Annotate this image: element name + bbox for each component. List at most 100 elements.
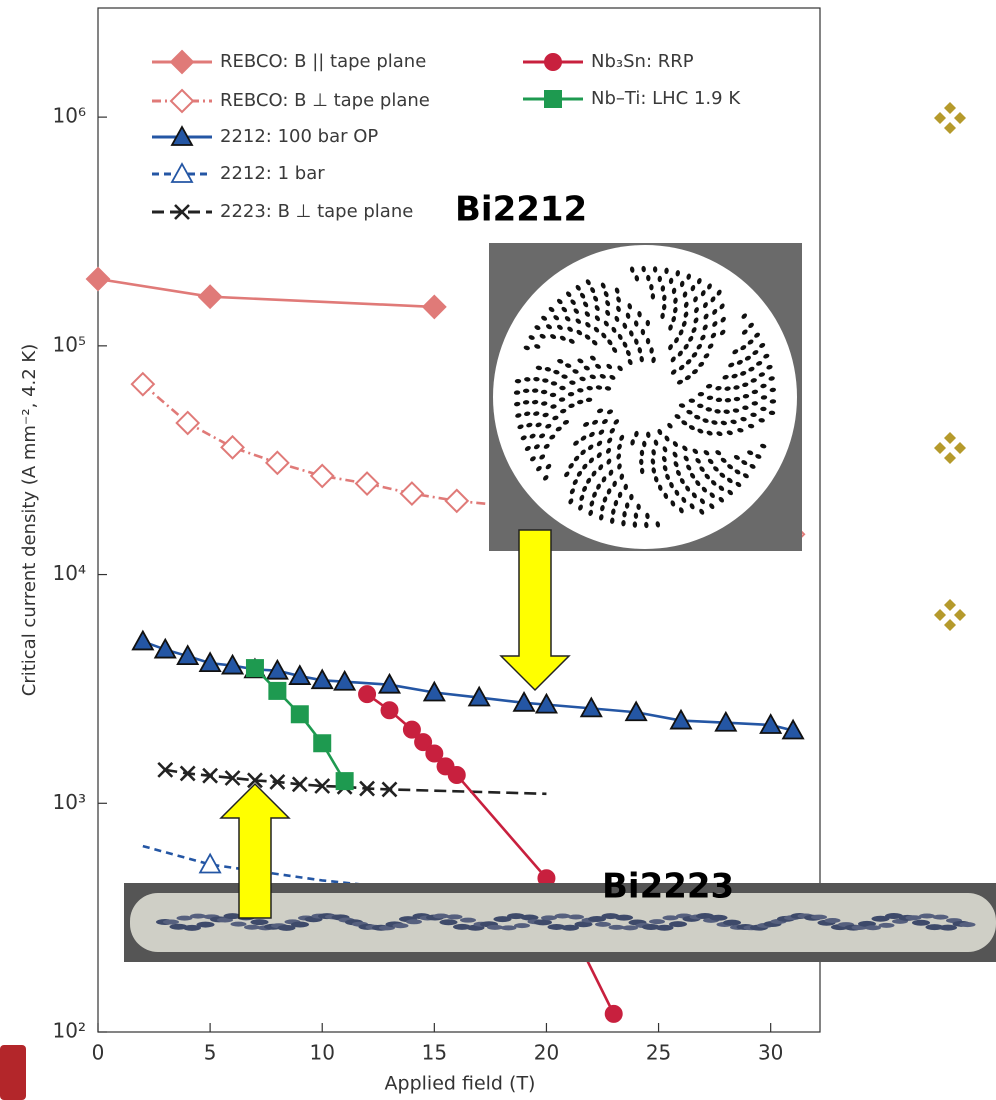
marker (133, 631, 153, 649)
y-tick-label: 10³ (53, 790, 86, 814)
marker (177, 412, 199, 434)
x-tick-label: 10 (309, 1041, 334, 1065)
legend-label: 2212: 100 bar OP (220, 126, 378, 147)
bullet (944, 122, 956, 134)
tape-filament (514, 923, 530, 928)
y-tick-label: 10⁶ (53, 104, 86, 128)
bullet (954, 442, 966, 454)
tape-filament (244, 925, 260, 930)
marker (401, 483, 423, 505)
y-tick-label: 10⁵ (53, 332, 86, 356)
marker (359, 686, 375, 702)
tape-filament (460, 918, 476, 923)
bullet (944, 432, 956, 444)
legend-marker (545, 54, 561, 70)
tape-filament (825, 918, 841, 923)
filament (760, 407, 766, 411)
legend-label: 2223: B ⊥ tape plane (220, 201, 413, 222)
chart: Critical current density (A mm⁻², 4.2 K)… (0, 0, 996, 1100)
legend-marker (171, 90, 193, 112)
marker (606, 1006, 622, 1022)
marker (292, 706, 308, 722)
tape-filament (487, 925, 503, 930)
x-tick-label: 5 (204, 1041, 217, 1065)
tape-filament (960, 922, 976, 927)
marker (199, 286, 221, 308)
marker (266, 452, 288, 474)
bullet (944, 619, 956, 631)
marker (311, 465, 333, 487)
x-tick-label: 15 (422, 1041, 447, 1065)
tape-filament (879, 923, 895, 928)
wire-image (489, 243, 802, 551)
legend-label: Nb₃Sn: RRP (591, 51, 694, 72)
tape-filament (555, 914, 571, 919)
arrow-down (501, 530, 569, 690)
x-tick-label: 30 (758, 1041, 783, 1065)
y-tick-label: 10² (53, 1019, 86, 1043)
tape-filament (501, 925, 517, 930)
tape-filament (912, 920, 930, 926)
legend-marker (171, 51, 193, 73)
x-tick-label: 0 (92, 1041, 105, 1065)
marker (381, 702, 397, 718)
tape-filament (622, 925, 638, 930)
bullet (944, 102, 956, 114)
marker (314, 735, 330, 751)
x-tick-label: 25 (646, 1041, 671, 1065)
marker (337, 773, 353, 789)
tape-filament (615, 915, 633, 921)
annotation: Bi2223 (602, 867, 734, 907)
tape-filament (393, 923, 409, 928)
series-line (367, 694, 614, 1014)
y-axis-label: Critical current density (A mm⁻², 4.2 K) (19, 344, 40, 697)
tape-filament (595, 922, 611, 927)
marker (87, 268, 109, 290)
tape-filament (447, 914, 463, 919)
logo-fragment (0, 1045, 26, 1100)
tape-filament (197, 922, 215, 928)
filament (646, 338, 650, 344)
tape-filament (609, 925, 625, 930)
tape-filament (406, 919, 422, 924)
tape-filament (163, 920, 179, 925)
tape-filament (710, 915, 728, 921)
legend-label: 2212: 1 bar (220, 163, 325, 184)
series-line (165, 770, 546, 794)
legend-label: Nb–Ti: LHC 1.9 K (591, 88, 741, 109)
tape-filament (190, 914, 206, 919)
marker (426, 746, 442, 762)
marker (356, 473, 378, 495)
tape-filament (933, 915, 949, 920)
marker (222, 436, 244, 458)
legend-marker (545, 91, 561, 107)
marker (247, 660, 263, 676)
bullet (944, 599, 956, 611)
series-line (143, 641, 793, 730)
marker (155, 640, 175, 658)
page: Critical current density (A mm⁻², 4.2 K)… (0, 0, 996, 1100)
x-axis-label: Applied field (T) (385, 1073, 536, 1095)
tape-filament (251, 919, 269, 925)
tape-filament (231, 922, 247, 927)
bullet (954, 609, 966, 621)
y-tick-label: 10⁴ (53, 561, 86, 585)
series-line (98, 279, 434, 307)
marker (423, 296, 445, 318)
bullet (944, 452, 956, 464)
tape-filament (440, 919, 458, 925)
tape-filament (433, 914, 449, 919)
marker (446, 490, 468, 512)
tape-filament (723, 920, 741, 926)
bullet (934, 609, 946, 621)
bullet (934, 112, 946, 124)
x-tick-label: 20 (534, 1041, 559, 1065)
legend-label: REBCO: B ⊥ tape plane (220, 90, 430, 111)
tape-filament (865, 925, 881, 930)
marker (269, 683, 285, 699)
marker (132, 373, 154, 395)
legend-label: REBCO: B || tape plane (220, 51, 426, 72)
tape-filament (291, 921, 309, 927)
annotation: Bi2212 (455, 190, 587, 230)
image-disc (493, 245, 797, 549)
